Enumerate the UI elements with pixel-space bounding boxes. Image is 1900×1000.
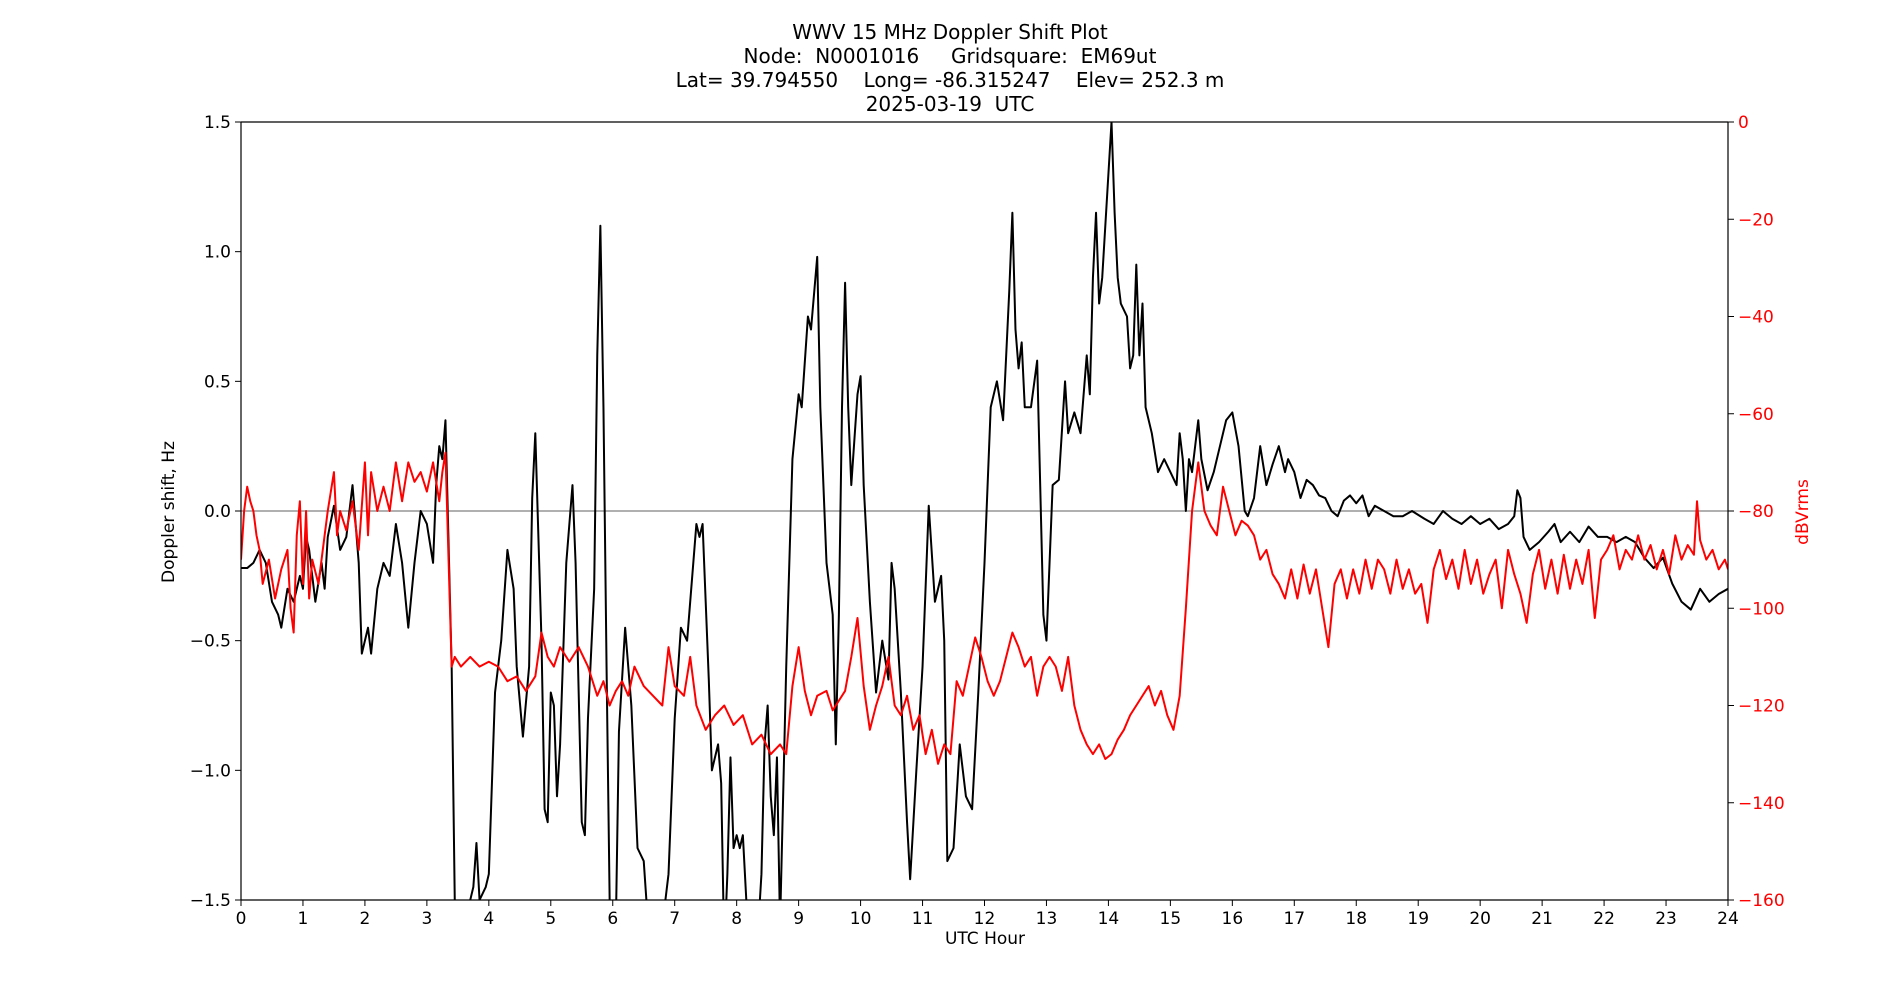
y-tick-label-left: −1.5 xyxy=(190,891,231,911)
x-tick-label: 5 xyxy=(545,909,556,929)
x-tick-label: 21 xyxy=(1531,909,1553,929)
chart-subtitle-location: Lat= 39.794550 Long= -86.315247 Elev= 25… xyxy=(675,68,1225,92)
x-tick-label: 7 xyxy=(669,909,680,929)
y-tick-label-right: −40 xyxy=(1738,308,1774,328)
y-tick-label-right: −80 xyxy=(1738,502,1774,522)
y-tick-label-right: −20 xyxy=(1738,210,1774,230)
x-tick-label: 11 xyxy=(912,909,934,929)
chart-subtitle-node: Node: N0001016 Gridsquare: EM69ut xyxy=(743,44,1157,68)
y-axis-label-left: Doppler shift, Hz xyxy=(159,441,179,583)
x-tick-label: 24 xyxy=(1717,909,1739,929)
x-tick-label: 15 xyxy=(1160,909,1182,929)
y-axis-label-right: dBVrms xyxy=(1793,479,1813,545)
y-tick-label-right: −60 xyxy=(1738,405,1774,425)
x-tick-label: 23 xyxy=(1655,909,1677,929)
x-tick-label: 2 xyxy=(360,909,371,929)
y-tick-label-left: 1.0 xyxy=(204,243,231,263)
series-line-doppler-shift xyxy=(241,122,1728,900)
x-tick-label: 9 xyxy=(793,909,804,929)
y-tick-label-left: 1.5 xyxy=(204,113,231,133)
x-tick-label: 6 xyxy=(607,909,618,929)
y-tick-label-left: 0.5 xyxy=(204,372,231,392)
x-tick-label: 8 xyxy=(731,909,742,929)
y-tick-label-right: −140 xyxy=(1738,794,1785,814)
y-tick-label-right: 0 xyxy=(1738,113,1749,133)
y-tick-label-right: −100 xyxy=(1738,599,1785,619)
y-tick-label-left: 0.0 xyxy=(204,502,231,522)
y-tick-label-left: −1.0 xyxy=(190,761,231,781)
chart-title: WWV 15 MHz Doppler Shift Plot xyxy=(792,20,1108,44)
x-tick-label: 16 xyxy=(1222,909,1244,929)
x-tick-label: 3 xyxy=(421,909,432,929)
x-tick-label: 1 xyxy=(298,909,309,929)
x-tick-label: 19 xyxy=(1407,909,1429,929)
x-tick-label: 17 xyxy=(1283,909,1305,929)
x-tick-label: 14 xyxy=(1098,909,1120,929)
x-tick-label: 12 xyxy=(974,909,996,929)
chart-subtitle-date: 2025-03-19 UTC xyxy=(865,92,1035,116)
series-line-dbvrms xyxy=(241,451,1728,765)
x-tick-label: 18 xyxy=(1345,909,1367,929)
y-tick-label-right: −160 xyxy=(1738,891,1785,911)
y-tick-label-right: −120 xyxy=(1738,697,1785,717)
x-tick-label: 10 xyxy=(850,909,872,929)
x-tick-label: 22 xyxy=(1593,909,1615,929)
y-tick-label-left: −0.5 xyxy=(190,632,231,652)
x-tick-label: 13 xyxy=(1036,909,1058,929)
x-axis-label: UTC Hour xyxy=(945,929,1025,949)
x-tick-label: 4 xyxy=(483,909,494,929)
x-tick-label: 20 xyxy=(1469,909,1491,929)
x-tick-label: 0 xyxy=(236,909,247,929)
